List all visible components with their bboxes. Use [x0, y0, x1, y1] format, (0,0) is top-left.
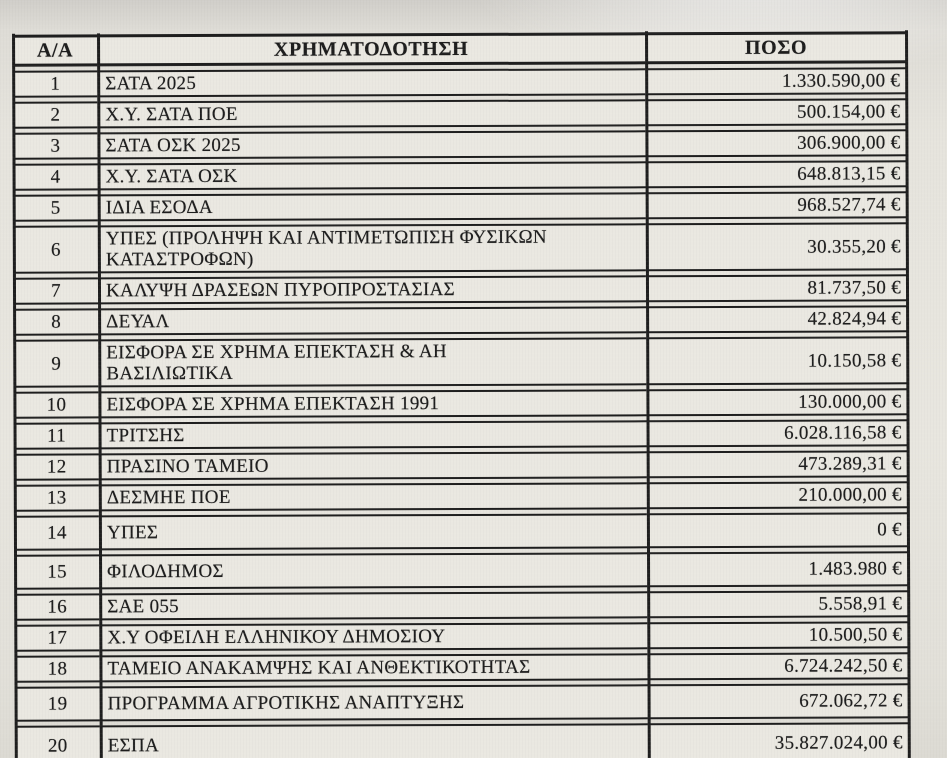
- table-row: 6 ΥΠΕΣ (ΠΡΟΛΗΨΗ ΚΑΙ ΑΝΤΙΜΕΤΩΠΙΣΗ ΦΥΣΙΚΩΝ…: [13, 222, 908, 274]
- funding-name: ΔΕΣΜΗΕ ΠΟΕ: [98, 482, 647, 512]
- table-row: 8 ΔΕΥΑΛ 42.824,94 €: [14, 305, 909, 336]
- table-row: 17 Χ.Υ ΟΦΕΙΛΗ ΕΛΛΗΝΙΚΟΥ ΔΗΜΟΣΙΟΥ 10.500,…: [15, 621, 910, 652]
- funding-name: ΣΑΤΑ 2025: [97, 68, 646, 98]
- row-number: 5: [13, 194, 98, 222]
- funding-name: ΥΠΕΣ: [98, 513, 647, 551]
- funding-name: Χ.Υ. ΣΑΤΑ ΟΣΚ: [97, 161, 646, 191]
- row-number: 9: [14, 339, 99, 388]
- funding-name: ΔΕΥΑΛ: [98, 306, 647, 336]
- amount-value: 1.330.590,00 €: [645, 67, 908, 96]
- row-number: 6: [13, 225, 98, 274]
- table-row: 1 ΣΑΤΑ 2025 1.330.590,00 €: [13, 67, 908, 98]
- funding-name: ΕΙΣΦΟΡΑ ΣΕ ΧΡΗΜΑ ΕΠΕΚΤΑΣΗ 1991: [98, 389, 647, 419]
- amount-value: 968.527,74 €: [645, 191, 908, 220]
- amount-value: 30.355,20 €: [645, 222, 908, 272]
- table-row: 7 ΚΑΛΥΨΗ ΔΡΑΣΕΩΝ ΠΥΡΟΠΡΟΣΤΑΣΙΑΣ 81.737,5…: [13, 274, 909, 305]
- amount-value: 672.062,72 €: [647, 683, 910, 720]
- table-row: 10 ΕΙΣΦΟΡΑ ΣΕ ΧΡΗΜΑ ΕΠΕΚΤΑΣΗ 1991 130.00…: [14, 388, 909, 419]
- amount-value: 0 €: [646, 512, 909, 549]
- table-header-row: Α/Α ΧΡΗΜΑΤΟΔΟΤΗΣΗ ΠΟΣΟ: [13, 31, 908, 67]
- row-number: 15: [15, 554, 100, 590]
- amount-value: 6.724.242,50 €: [647, 652, 910, 681]
- amount-value: 130.000,00 €: [646, 388, 909, 417]
- row-number: 1: [13, 70, 98, 98]
- row-number: 18: [15, 655, 100, 683]
- row-number: 7: [13, 277, 99, 305]
- row-number: 8: [14, 308, 99, 336]
- amount-value: 306.900,00 €: [645, 129, 908, 158]
- funding-name: ΣΑΤΑ ΟΣΚ 2025: [97, 130, 646, 160]
- table-row: 13 ΔΕΣΜΗΕ ΠΟΕ 210.000,00 €: [14, 481, 909, 512]
- amount-value: 648.813,15 €: [645, 160, 908, 189]
- row-number: 20: [15, 725, 100, 758]
- table-body: 1 ΣΑΤΑ 2025 1.330.590,00 € 2 Χ.Υ. ΣΑΤΑ Π…: [13, 67, 910, 758]
- table-row: 15 ΦΙΛΟΔΗΜΟΣ 1.483.980 €: [15, 551, 910, 590]
- amount-value: 81.737,50 €: [645, 274, 909, 303]
- table-row: 18 ΤΑΜΕΙΟ ΑΝΑΚΑΜΨΗΣ ΚΑΙ ΑΝΘΕΚΤΙΚΟΤΗΤΑΣ 6…: [15, 652, 910, 683]
- table-row: 2 Χ.Υ. ΣΑΤΑ ΠΟΕ 500.154,00 €: [13, 98, 908, 129]
- row-number: 19: [15, 686, 100, 722]
- row-number: 12: [14, 453, 99, 481]
- funding-table: Α/Α ΧΡΗΜΑΤΟΔΟΤΗΣΗ ΠΟΣΟ 1 ΣΑΤΑ 2025 1.330…: [13, 27, 910, 758]
- funding-name: ΚΑΛΥΨΗ ΔΡΑΣΕΩΝ ΠΥΡΟΠΡΟΣΤΑΣΙΑΣ: [97, 275, 647, 305]
- amount-value: 1.483.980 €: [647, 551, 910, 588]
- amount-value: 35.827.024,00 €: [647, 722, 910, 758]
- amount-value: 473.289,31 €: [646, 450, 909, 479]
- row-number: 11: [14, 422, 99, 450]
- funding-name: ΙΔΙΑ ΕΣΟΔΑ: [97, 192, 646, 222]
- funding-name: ΕΙΣΦΟΡΑ ΣΕ ΧΡΗΜΑ ΕΠΕΚΤΑΣΗ & ΑΗ ΒΑΣΙΛΙΩΤΙ…: [98, 337, 647, 388]
- col-header-funding: ΧΡΗΜΑΤΟΔΟΤΗΣΗ: [97, 32, 646, 67]
- funding-table-sheet: Α/Α ΧΡΗΜΑΤΟΔΟΤΗΣΗ ΠΟΣΟ 1 ΣΑΤΑ 2025 1.330…: [12, 27, 911, 758]
- col-header-index: Α/Α: [13, 34, 98, 67]
- table-row: 20 ΕΣΠΑ 35.827.024,00 €: [15, 722, 910, 758]
- row-number: 10: [14, 391, 99, 419]
- table-row: 3 ΣΑΤΑ ΟΣΚ 2025 306.900,00 €: [13, 129, 908, 160]
- row-number: 16: [15, 593, 100, 621]
- funding-name: ΠΡΑΣΙΝΟ ΤΑΜΕΙΟ: [98, 451, 647, 481]
- amount-value: 6.028.116,58 €: [646, 419, 909, 448]
- table-row: 11 ΤΡΙΤΣΗΣ 6.028.116,58 €: [14, 419, 909, 450]
- amount-value: 42.824,94 €: [646, 305, 909, 334]
- funding-name: ΕΣΠΑ: [99, 723, 648, 758]
- funding-name: ΤΡΙΤΣΗΣ: [98, 420, 647, 450]
- row-number: 13: [14, 484, 99, 512]
- row-number: 3: [13, 132, 98, 160]
- col-header-amount: ΠΟΣΟ: [645, 31, 908, 65]
- table-row: 14 ΥΠΕΣ 0 €: [14, 512, 909, 551]
- funding-name: ΠΡΟΓΡΑΜΜΑ ΑΓΡΟΤΙΚΗΣ ΑΝΑΠΤΥΞΗΣ: [99, 684, 648, 722]
- table-row: 9 ΕΙΣΦΟΡΑ ΣΕ ΧΡΗΜΑ ΕΠΕΚΤΑΣΗ & ΑΗ ΒΑΣΙΛΙΩ…: [14, 336, 909, 388]
- row-number: 17: [15, 624, 100, 652]
- table-row: 16 ΣΑΕ 055 5.558,91 €: [15, 590, 910, 621]
- amount-value: 5.558,91 €: [647, 590, 910, 619]
- row-number: 4: [13, 163, 98, 191]
- funding-name: ΤΑΜΕΙΟ ΑΝΑΚΑΜΨΗΣ ΚΑΙ ΑΝΘΕΚΤΙΚΟΤΗΤΑΣ: [99, 653, 648, 683]
- table-row: 5 ΙΔΙΑ ΕΣΟΔΑ 968.527,74 €: [13, 191, 908, 222]
- table-row: 19 ΠΡΟΓΡΑΜΜΑ ΑΓΡΟΤΙΚΗΣ ΑΝΑΠΤΥΞΗΣ 672.062…: [15, 683, 910, 722]
- table-row: 4 Χ.Υ. ΣΑΤΑ ΟΣΚ 648.813,15 €: [13, 160, 908, 191]
- funding-name: ΦΙΛΟΔΗΜΟΣ: [99, 552, 648, 590]
- amount-value: 500.154,00 €: [645, 98, 908, 127]
- amount-value: 10.150,58 €: [646, 336, 909, 386]
- row-number: 14: [14, 515, 99, 551]
- row-number: 2: [13, 101, 98, 129]
- funding-name: ΣΑΕ 055: [99, 591, 648, 621]
- table-row: 12 ΠΡΑΣΙΝΟ ΤΑΜΕΙΟ 473.289,31 €: [14, 450, 909, 481]
- funding-name: Χ.Υ. ΣΑΤΑ ΠΟΕ: [97, 99, 646, 129]
- amount-value: 210.000,00 €: [646, 481, 909, 510]
- funding-name: Χ.Υ ΟΦΕΙΛΗ ΕΛΛΗΝΙΚΟΥ ΔΗΜΟΣΙΟΥ: [99, 622, 648, 652]
- funding-name: ΥΠΕΣ (ΠΡΟΛΗΨΗ ΚΑΙ ΑΝΤΙΜΕΤΩΠΙΣΗ ΦΥΣΙΚΩΝ Κ…: [97, 223, 646, 274]
- amount-value: 10.500,50 €: [647, 621, 910, 650]
